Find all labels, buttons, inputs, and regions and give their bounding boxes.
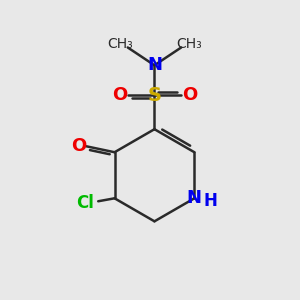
Text: O: O [112, 86, 127, 104]
Text: Cl: Cl [76, 194, 94, 212]
Text: S: S [148, 85, 161, 104]
Text: O: O [182, 86, 197, 104]
Text: H: H [204, 192, 218, 210]
Text: N: N [187, 189, 202, 207]
Text: N: N [147, 56, 162, 74]
Text: O: O [71, 137, 86, 155]
Text: CH₃: CH₃ [107, 38, 133, 52]
Text: CH₃: CH₃ [176, 38, 202, 52]
